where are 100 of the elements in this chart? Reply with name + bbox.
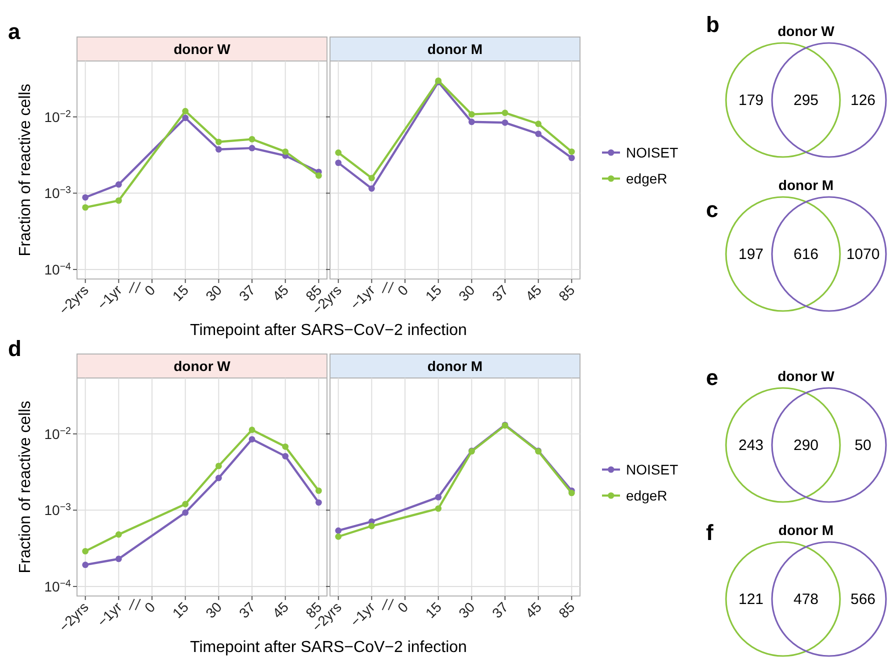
x-tick-label: −1yr (346, 598, 378, 630)
data-label: 197 (738, 246, 764, 263)
x-tick-label: 30 (202, 598, 225, 622)
y-tick-label: 10$^{−3}$ (44, 502, 72, 518)
point (282, 148, 289, 155)
x-axis-title: Timepoint after SARS−CoV−2 infection (190, 639, 467, 656)
chart-title: donor W (174, 358, 232, 374)
x-tick-label: 0 (141, 598, 158, 616)
point (215, 138, 222, 146)
point (182, 509, 189, 516)
point (82, 562, 89, 568)
point (215, 462, 222, 470)
data-label: 478 (793, 591, 819, 608)
point (368, 174, 375, 182)
point (535, 130, 542, 138)
data-label: 50 (854, 437, 872, 454)
text: donor M (778, 177, 834, 193)
x-tick-label: 0 (141, 282, 158, 299)
x-tick-label: 30 (455, 282, 478, 304)
text: a (8, 19, 21, 44)
point (282, 443, 289, 450)
y-axis-title: Fraction of reactive cells (17, 400, 34, 574)
x-tick-label: 37 (488, 282, 512, 304)
text: f (706, 520, 714, 545)
point (468, 111, 475, 118)
text: d (8, 336, 22, 361)
point (248, 436, 256, 442)
data-label: 566 (850, 591, 876, 608)
text: donor M (778, 522, 834, 538)
point (115, 197, 122, 204)
point (182, 500, 189, 508)
point (335, 160, 342, 166)
data-label: 616 (793, 246, 819, 263)
x-tick-label: 15 (169, 598, 192, 622)
y-tick-label: 10$^{−2}$ (44, 425, 71, 442)
legend-label: NOISET (626, 462, 679, 478)
point (335, 527, 342, 534)
point (248, 426, 256, 434)
point (315, 499, 322, 506)
x-tick-label: 15 (422, 282, 445, 304)
point (248, 144, 256, 152)
point (568, 490, 575, 496)
data-label: 121 (738, 591, 764, 608)
chart-title: donor M (427, 41, 483, 57)
point (315, 487, 322, 494)
chart-title: donor M (427, 358, 483, 374)
point (115, 181, 122, 188)
text: e (706, 365, 718, 390)
x-tick-label: 0 (394, 598, 412, 616)
x-tick-label: 30 (202, 282, 225, 304)
point (435, 505, 442, 512)
y-axis-title: Fraction of reactive cells (17, 84, 34, 256)
x-tick-label: 37 (236, 598, 258, 622)
point (248, 136, 256, 142)
y-tick-label: 10$^{−4}$ (44, 578, 72, 594)
y-tick-label: 10$^{−3}$ (44, 184, 72, 202)
point (215, 146, 222, 153)
x-tick-label: 45 (269, 282, 292, 304)
data-label: 290 (793, 437, 819, 454)
point (82, 548, 89, 554)
point (435, 494, 442, 500)
x-tick-label: −1yr (346, 282, 378, 313)
point (315, 172, 322, 179)
point (335, 533, 342, 540)
x-tick-label: 0 (394, 282, 412, 299)
point (182, 114, 189, 122)
point (335, 149, 342, 156)
y-tick-label: 10$^{−4}$ (44, 260, 72, 278)
point (535, 120, 542, 128)
point (115, 556, 122, 562)
x-tick-label: 30 (455, 598, 478, 622)
data-label: 126 (850, 92, 876, 109)
text: donor W (778, 23, 836, 39)
x-tick-label: 85 (555, 282, 578, 304)
point (368, 522, 375, 530)
legend-label: edgeR (626, 170, 668, 187)
data-label: 243 (738, 437, 764, 454)
text: c (706, 197, 718, 222)
text: b (706, 12, 720, 37)
legend-label: NOISET (626, 144, 679, 161)
x-tick-label: 85 (555, 598, 578, 622)
chart-title: donor W (174, 41, 232, 57)
text: donor W (778, 368, 836, 384)
x-tick-label: 37 (236, 282, 258, 304)
data-label: 295 (793, 92, 819, 109)
x-tick-label: 37 (488, 598, 512, 622)
legend-label: edgeR (626, 488, 668, 504)
point (215, 474, 222, 482)
point (282, 452, 289, 460)
point (502, 119, 508, 126)
x-tick-label: −1yr (94, 598, 126, 630)
x-tick-label: 45 (522, 282, 545, 304)
x-tick-label: 15 (169, 282, 192, 304)
x-tick-label: −1yr (94, 282, 126, 313)
data-label: 1070 (846, 246, 880, 263)
point (368, 185, 375, 192)
point (182, 108, 189, 114)
x-tick-label: 45 (269, 598, 292, 622)
y-tick-label: 10$^{−2}$ (44, 108, 71, 125)
x-tick-label: 45 (522, 598, 545, 622)
